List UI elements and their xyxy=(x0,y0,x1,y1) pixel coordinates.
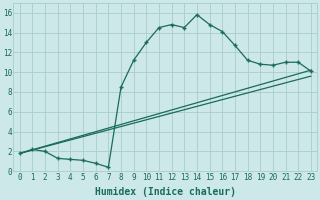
X-axis label: Humidex (Indice chaleur): Humidex (Indice chaleur) xyxy=(95,187,236,197)
